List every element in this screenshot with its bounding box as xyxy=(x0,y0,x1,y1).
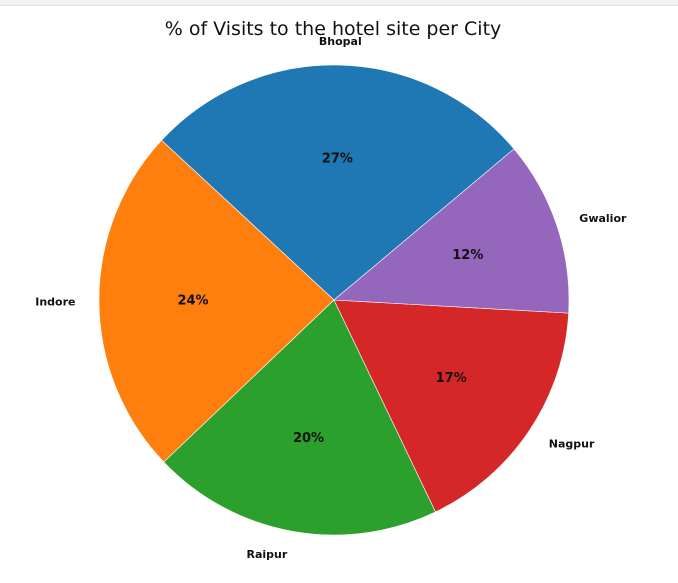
pie-slice-indore xyxy=(98,139,335,463)
slice-label-bhopal: Bhopal xyxy=(319,35,362,48)
slice-label-indore: Indore xyxy=(35,295,75,308)
pct-label-nagpur: 17% xyxy=(436,371,467,386)
pie-slices xyxy=(98,64,570,536)
top-rule xyxy=(0,0,678,6)
pct-label-bhopal: 27% xyxy=(322,152,353,167)
pie-labels: 27% Bhopal 24% Indore 20% Raipur 17% Nagpur 12% G… xyxy=(35,35,627,561)
pct-label-indore: 24% xyxy=(177,294,208,309)
pie-slice-raipur xyxy=(163,299,436,536)
slice-label-raipur: Raipur xyxy=(247,548,288,561)
pie-slice-bhopal xyxy=(161,64,515,301)
slice-label-gwalior: Gwalior xyxy=(579,212,627,225)
pie-slice-gwalior xyxy=(333,148,570,314)
pct-label-gwalior: 12% xyxy=(452,248,483,263)
pct-label-raipur: 20% xyxy=(293,431,324,446)
slice-label-nagpur: Nagpur xyxy=(549,437,595,450)
chart-title: % of Visits to the hotel site per City xyxy=(165,18,502,40)
pie-slice-nagpur xyxy=(333,299,569,513)
